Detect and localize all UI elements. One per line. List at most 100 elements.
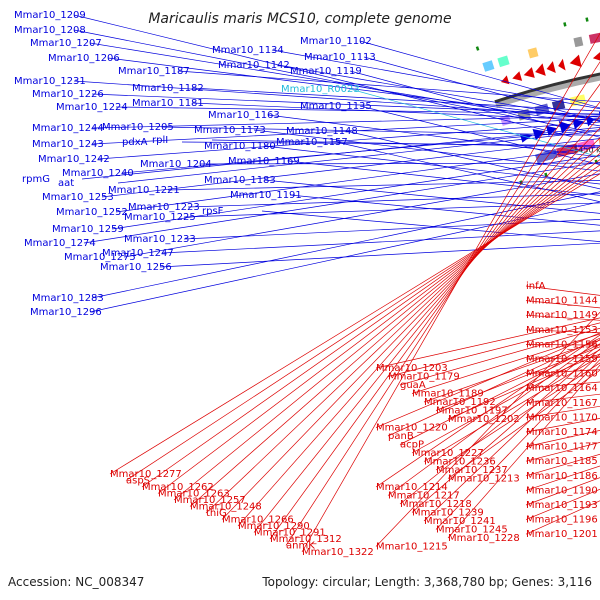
forward-leader-line bbox=[253, 129, 600, 172]
forward-gene-label: aat bbox=[58, 178, 74, 189]
reverse-gene-label: Mmar10_1236 bbox=[424, 457, 496, 468]
reverse-gene-label: Mmar10_1192 bbox=[424, 397, 496, 408]
reverse-gene-label: Mmar10_1266 bbox=[222, 515, 294, 526]
forward-leader-line bbox=[345, 130, 600, 190]
forward-gene-label: Mmar10_1163 bbox=[208, 110, 280, 121]
reverse-gene-label: guaA bbox=[400, 380, 426, 391]
forward-gene-label: Mmar10_1102 bbox=[300, 36, 372, 47]
reverse-gene-label: Mmar10_1245 bbox=[436, 525, 508, 536]
reverse-leader-line bbox=[447, 369, 600, 479]
forward-gene-label: Mmar10_1259 bbox=[52, 224, 124, 235]
reverse-gene-label: acpP bbox=[400, 440, 424, 451]
reverse-gene-label: Mmar10_1186 bbox=[526, 471, 598, 482]
scale-ticks: 1200 kbp1250 kbp1300 kbp1350 kbp1400 kbp… bbox=[573, 146, 600, 155]
reverse-cog-block bbox=[573, 36, 584, 48]
outer-tick-mark bbox=[563, 22, 567, 27]
forward-leader-line bbox=[115, 106, 600, 115]
forward-gene-label: Mmar10_1148 bbox=[286, 126, 358, 137]
forward-gene-label: Mmar10_1173 bbox=[194, 125, 266, 136]
forward-leader-line bbox=[117, 130, 600, 184]
reverse-gene-label: Mmar10_1177 bbox=[526, 442, 598, 453]
reverse-cog-block bbox=[497, 55, 510, 68]
forward-cog-block bbox=[534, 103, 550, 116]
reverse-gene-label: Mmar10_1203 bbox=[376, 363, 448, 374]
forward-gene-label: Mmar10_1283 bbox=[32, 293, 104, 304]
forward-gene-label: Mmar10_1204 bbox=[140, 159, 212, 170]
reverse-cog-block bbox=[482, 60, 495, 72]
reverse-gene-label: Mmar10_1291 bbox=[254, 528, 326, 539]
forward-gene-label: Mmar10_1247 bbox=[102, 248, 174, 259]
forward-gene-label: Mmar10_1275 bbox=[64, 252, 136, 263]
forward-leader-line bbox=[181, 141, 600, 146]
forward-leader-line bbox=[183, 202, 600, 218]
reverse-gene-label: Mmar10_1228 bbox=[448, 533, 520, 544]
reverse-gene-label: Mmar10_1277 bbox=[110, 469, 182, 480]
reverse-gene-label: Mmar10_1263 bbox=[158, 489, 230, 500]
forward-leader-line bbox=[271, 49, 600, 110]
forward-gene-label: rplI bbox=[152, 135, 168, 146]
map-title: Maricaulis maris MCS10, complete genome bbox=[148, 11, 451, 27]
reverse-leader-line bbox=[173, 152, 600, 501]
reverse-leader-line bbox=[375, 332, 600, 428]
forward-gene-label: Mmar10_1142 bbox=[218, 60, 290, 71]
forward-leader-line bbox=[167, 180, 600, 191]
forward-leader-line bbox=[177, 70, 600, 103]
reverse-gene-label: Mmar10_1144 bbox=[526, 296, 598, 307]
forward-gene-label: Mmar10_1296 bbox=[30, 307, 102, 318]
reverse-gene-label: Mmar10_1239 bbox=[412, 508, 484, 519]
reverse-gene-arrow bbox=[500, 75, 510, 85]
forward-gene-label: Mmar10_1253 bbox=[42, 192, 114, 203]
forward-gene-label: Mmar10_1274 bbox=[24, 238, 96, 249]
rna-leader-line bbox=[349, 88, 600, 158]
forward-gene-label: rpmG bbox=[22, 174, 50, 185]
reverse-gene-label: Mmar10_1215 bbox=[376, 542, 448, 553]
reverse-gene-label: Mmar10_1156 bbox=[526, 339, 598, 350]
forward-leader-line bbox=[161, 230, 600, 254]
forward-leader-line bbox=[211, 139, 600, 148]
scale-tick-label: 1450 kbp bbox=[573, 146, 600, 155]
reverse-gene-label: Mmar10_1237 bbox=[436, 465, 508, 476]
reverse-gene-label: Mmar10_1201 bbox=[526, 529, 598, 540]
reverse-gene-arrow bbox=[546, 61, 556, 73]
reverse-leader-line bbox=[399, 343, 600, 445]
reverse-gene-label: anmK bbox=[286, 541, 315, 552]
forward-cog-block bbox=[535, 148, 558, 164]
forward-leader-line bbox=[363, 56, 600, 122]
reverse-leader-line bbox=[435, 358, 600, 530]
forward-cog-block bbox=[555, 143, 579, 158]
outer-tick-mark bbox=[585, 17, 589, 22]
reverse-leader-line bbox=[399, 327, 600, 386]
reverse-leader-line bbox=[411, 333, 600, 394]
reverse-gene-label: Mmar10_1241 bbox=[424, 516, 496, 527]
forward-gene-label: Mmar10_1205 bbox=[102, 122, 174, 133]
forward-leader-line bbox=[199, 162, 600, 165]
forward-leader-line bbox=[101, 138, 600, 198]
reverse-gene-label: Mmar10_1322 bbox=[302, 547, 374, 558]
forward-gene-label: Mmar10_1182 bbox=[132, 83, 204, 94]
forward-leader-line bbox=[91, 115, 600, 129]
forward-gene-label: Mmar10_1157 bbox=[276, 137, 348, 148]
reverse-leader-line bbox=[387, 322, 600, 377]
forward-gene-label: Mmar10_1134 bbox=[212, 45, 284, 56]
reverse-gene-label: Mmar10_1248 bbox=[190, 502, 262, 513]
forward-leader-line bbox=[161, 126, 600, 136]
reverse-gene-label: Mmar10_1196 bbox=[526, 515, 598, 526]
label-leader-lines bbox=[73, 14, 600, 553]
reverse-gene-label: Mmar10_1197 bbox=[436, 406, 508, 417]
forward-gene-label: Mmar10_1180 bbox=[204, 141, 276, 152]
forward-gene-label: Mmar10_1231 bbox=[14, 76, 86, 87]
forward-cog-block bbox=[598, 137, 600, 146]
forward-gene-label: Mmar10_1181 bbox=[132, 98, 204, 109]
reverse-gene-label: Mmar10_1227 bbox=[412, 448, 484, 459]
forward-gene-label: Mmar10_1223 bbox=[128, 202, 200, 213]
reverse-gene-label: infA bbox=[526, 281, 546, 292]
reverse-gene-label: Mmar10_1149 bbox=[526, 310, 598, 321]
reverse-gene-label: Mmar10_1164 bbox=[526, 383, 598, 394]
forward-leader-line bbox=[115, 146, 600, 213]
forward-leader-line bbox=[191, 102, 600, 121]
forward-leader-line bbox=[267, 114, 600, 158]
forward-gene-label: Mmar10_1224 bbox=[56, 102, 128, 113]
reverse-leader-line bbox=[435, 362, 600, 471]
forward-leader-line bbox=[73, 29, 593, 133]
